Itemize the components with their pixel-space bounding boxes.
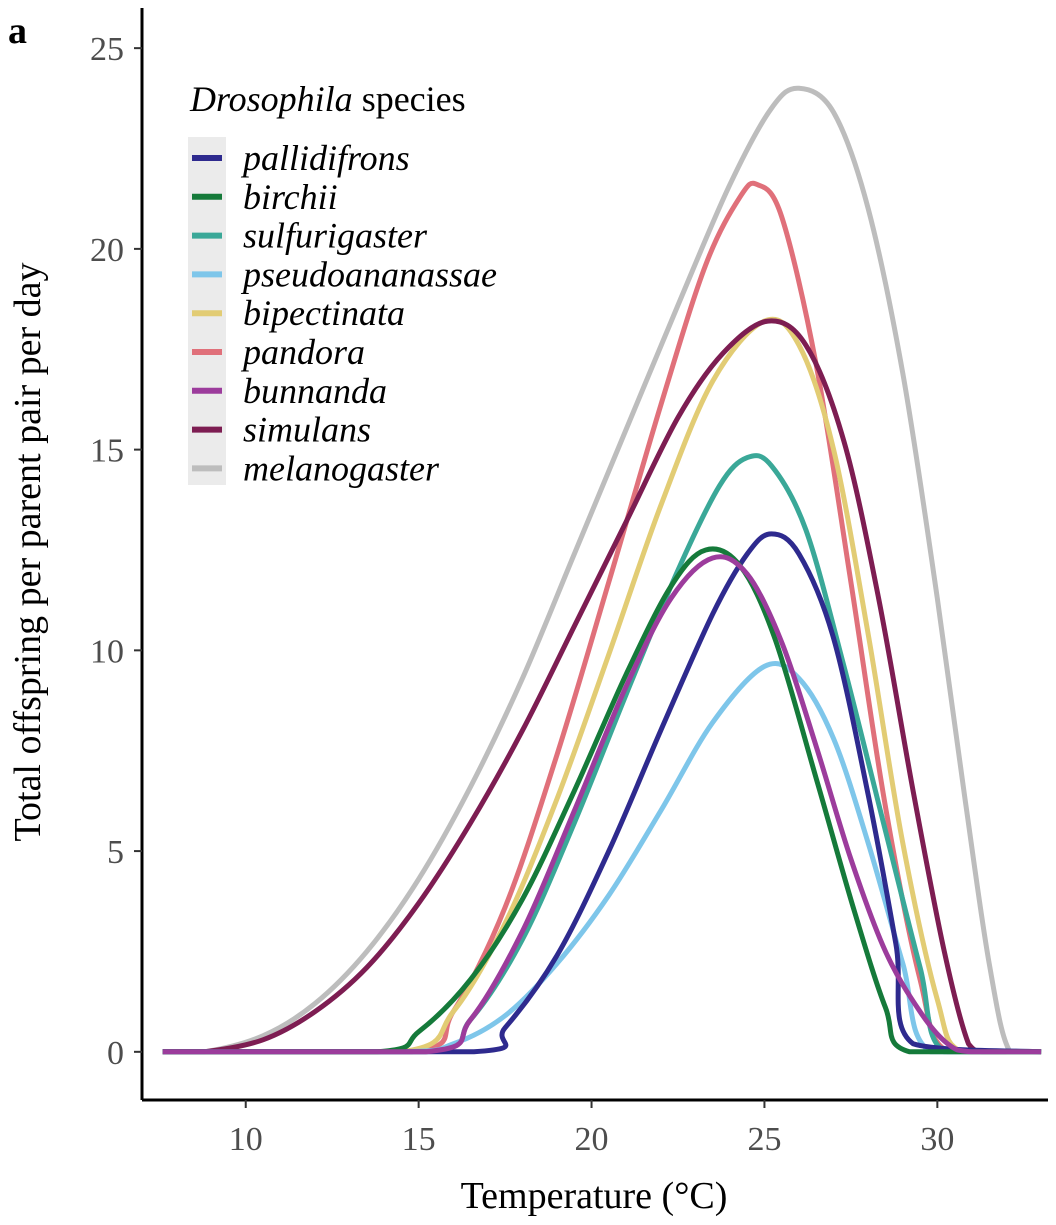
x-axis-title: Temperature (°C) — [461, 1175, 728, 1217]
legend-label-birchii: birchii — [243, 177, 338, 217]
series-line-pallidifrons — [162, 531, 1042, 1055]
legend-title-genus: Drosophila — [189, 79, 353, 119]
y-axis-title: Total offspring per parent pair per day — [7, 262, 49, 841]
x-tick-label: 20 — [575, 1121, 609, 1158]
y-tick-label: 5 — [107, 834, 124, 871]
legend: Drosophila species pallidifronsbirchiisu… — [188, 79, 497, 488]
y-tick-label: 15 — [90, 433, 124, 470]
y-tick-label: 0 — [107, 1035, 124, 1072]
legend-label-pseudoananassae: pseudoananassae — [240, 254, 497, 294]
series-line-birchii — [162, 546, 1042, 1055]
axes — [140, 8, 1048, 1102]
legend-label-pallidifrons: pallidifrons — [240, 138, 410, 178]
series-lines — [162, 85, 1042, 1055]
series-line-bunnanda — [162, 554, 1042, 1055]
legend-label-sulfurigaster: sulfurigaster — [243, 216, 428, 256]
x-ticks: 10 15 20 25 30 — [229, 1100, 954, 1158]
legend-label-pandora: pandora — [240, 332, 365, 372]
series-line-simulans — [162, 318, 1007, 1055]
y-ticks: 0 5 10 15 20 25 — [90, 31, 142, 1072]
x-tick-label: 15 — [402, 1121, 436, 1158]
legend-label-bunnanda: bunnanda — [243, 371, 387, 411]
series-line-sulfurigaster — [162, 453, 1042, 1055]
legend-label-melanogaster: melanogaster — [243, 448, 440, 488]
series-line-melanogaster — [162, 85, 1042, 1055]
y-tick-label: 10 — [90, 633, 124, 670]
legend-items: pallidifronsbirchiisulfurigasterpseudoan… — [192, 138, 497, 488]
x-tick-label: 10 — [229, 1121, 263, 1158]
panel-label: a — [8, 10, 27, 52]
y-tick-label: 20 — [90, 232, 124, 269]
legend-title: Drosophila species — [189, 79, 466, 119]
y-tick-label: 25 — [90, 31, 124, 68]
legend-title-rest: species — [353, 79, 466, 119]
legend-label-bipectinata: bipectinata — [243, 293, 405, 333]
legend-label-simulans: simulans — [243, 410, 371, 450]
x-tick-label: 30 — [920, 1121, 954, 1158]
x-tick-label: 25 — [747, 1121, 781, 1158]
series-line-bipectinata — [162, 316, 1042, 1055]
